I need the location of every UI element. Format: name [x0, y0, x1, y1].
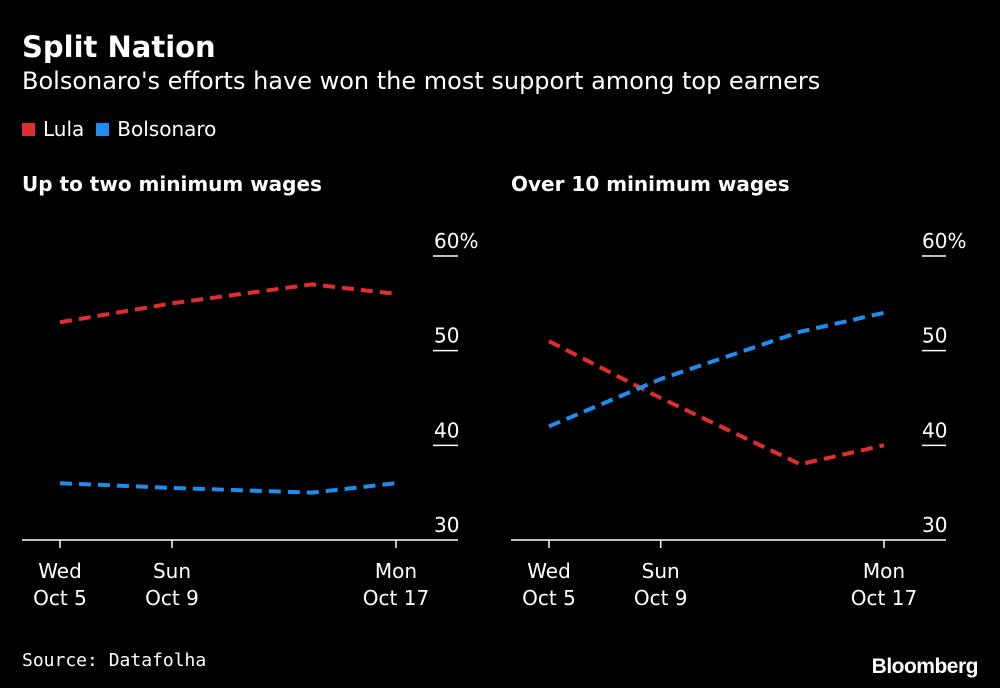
- series-line-lula-high-income: [548, 339, 885, 467]
- y-tick-label-low-income-0: 60%: [434, 229, 478, 253]
- source-note: Source: Datafolha: [22, 650, 207, 671]
- y-tick-label-high-income-1: 50: [922, 324, 947, 348]
- y-tick-label-low-income-2: 40: [434, 418, 459, 442]
- x-tick-label-day-low-income-2: Mon: [375, 559, 417, 583]
- panel-title-high-income: Over 10 minimum wages: [511, 172, 790, 196]
- x-tick-label-day-high-income-2: Mon: [863, 559, 905, 583]
- legend: Lula Bolsonaro: [22, 117, 228, 141]
- x-tick-label-day-low-income-1: Sun: [153, 559, 191, 583]
- x-tick-label-date-high-income-0: Oct 5: [522, 586, 576, 610]
- y-tick-label-low-income-3: 30: [434, 513, 459, 537]
- x-tick-label-day-low-income-0: Wed: [38, 559, 82, 583]
- y-tick-label-high-income-2: 40: [922, 418, 947, 442]
- series-line-bolsonaro-low-income: [59, 481, 397, 495]
- x-tick-label-date-low-income-2: Oct 17: [363, 586, 429, 610]
- panel-title-low-income: Up to two minimum wages: [22, 172, 322, 196]
- series-line-lula-low-income: [59, 282, 397, 325]
- series-line-bolsonaro-high-income: [548, 310, 885, 429]
- x-tick-label-date-high-income-1: Oct 9: [634, 586, 688, 610]
- bloomberg-logo: Bloomberg: [871, 655, 979, 678]
- chart-subtitle: Bolsonaro's efforts have won the most su…: [22, 67, 821, 95]
- y-tick-label-high-income-3: 30: [922, 513, 947, 537]
- x-tick-label-date-low-income-0: Oct 5: [33, 586, 87, 610]
- x-tick-label-date-low-income-1: Oct 9: [145, 586, 199, 610]
- legend-label-lula: Lula: [43, 117, 85, 141]
- legend-item-lula: Lula: [22, 117, 84, 141]
- x-tick-label-date-high-income-2: Oct 17: [851, 586, 917, 610]
- legend-item-bolsonaro: Bolsonaro: [96, 117, 216, 141]
- legend-swatch-lula: [22, 122, 35, 136]
- y-tick-label-high-income-0: 60%: [922, 229, 966, 253]
- legend-swatch-bolsonaro: [96, 122, 110, 136]
- chart-title: Split Nation: [22, 30, 216, 64]
- x-tick-label-day-high-income-1: Sun: [642, 559, 680, 583]
- x-tick-label-day-high-income-0: Wed: [527, 559, 571, 583]
- legend-label-bolsonaro: Bolsonaro: [117, 117, 217, 141]
- y-tick-label-low-income-1: 50: [434, 324, 459, 348]
